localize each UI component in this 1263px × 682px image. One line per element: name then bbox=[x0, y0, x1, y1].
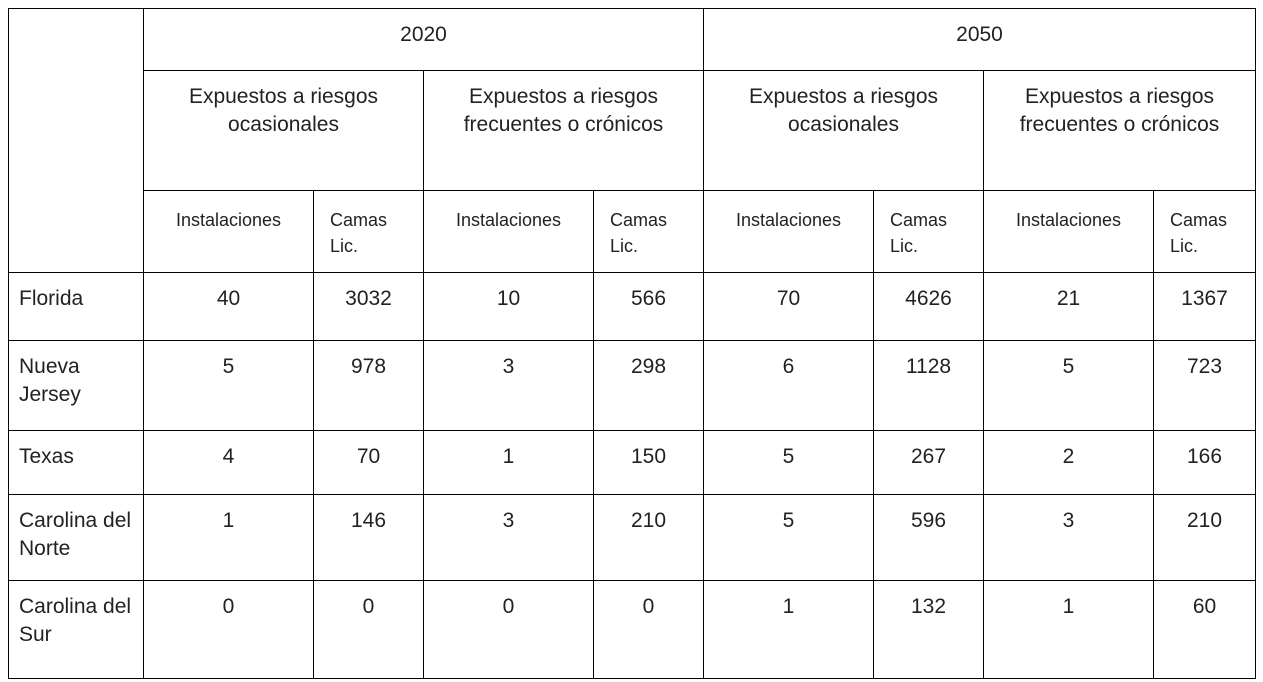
value-cell: 0 bbox=[593, 580, 704, 679]
sub-header: Camas Lic. bbox=[1153, 190, 1256, 273]
value-cell: 1128 bbox=[873, 340, 984, 431]
value-cell: 132 bbox=[873, 580, 984, 679]
state-cell: Nueva Jersey bbox=[8, 340, 144, 431]
value-cell: 298 bbox=[593, 340, 704, 431]
sub-header: Instalaciones bbox=[143, 190, 314, 273]
value-cell: 21 bbox=[983, 272, 1154, 341]
value-cell: 4626 bbox=[873, 272, 984, 341]
value-cell: 5 bbox=[703, 430, 874, 495]
value-cell: 1 bbox=[703, 580, 874, 679]
table-row: Florida 40 3032 10 566 70 4626 21 1367 bbox=[8, 272, 1256, 341]
group-header: Expuestos a riesgos ocasionales bbox=[703, 70, 984, 191]
value-cell: 146 bbox=[313, 494, 424, 581]
state-cell: Texas bbox=[8, 430, 144, 495]
value-cell: 267 bbox=[873, 430, 984, 495]
value-cell: 0 bbox=[423, 580, 594, 679]
state-cell: Carolina del Norte bbox=[8, 494, 144, 581]
sub-header: Camas Lic. bbox=[593, 190, 704, 273]
value-cell: 1 bbox=[423, 430, 594, 495]
value-cell: 0 bbox=[313, 580, 424, 679]
table-row: Nueva Jersey 5 978 3 298 6 1128 5 723 bbox=[8, 340, 1256, 431]
value-cell: 5 bbox=[143, 340, 314, 431]
group-header: Expuestos a riesgos frecuentes o crónico… bbox=[983, 70, 1256, 191]
sub-header: Camas Lic. bbox=[873, 190, 984, 273]
value-cell: 1367 bbox=[1153, 272, 1256, 341]
value-cell: 10 bbox=[423, 272, 594, 341]
value-cell: 596 bbox=[873, 494, 984, 581]
table-row: Texas 4 70 1 150 5 267 2 166 bbox=[8, 430, 1256, 495]
value-cell: 40 bbox=[143, 272, 314, 341]
value-cell: 3 bbox=[983, 494, 1154, 581]
value-cell: 1 bbox=[143, 494, 314, 581]
table-row: Expuestos a riesgos ocasionales Expuestos… bbox=[9, 70, 1256, 191]
table-row: Carolina del Sur 0 0 0 0 1 132 1 60 bbox=[8, 580, 1256, 679]
value-cell: 978 bbox=[313, 340, 424, 431]
data-table: 2020 2050 Expuestos a riesgos ocasionales E… bbox=[8, 8, 1256, 679]
value-cell: 5 bbox=[983, 340, 1154, 431]
table-row: Carolina del Norte 1 146 3 210 5 596 3 210 bbox=[8, 494, 1256, 581]
value-cell: 1 bbox=[983, 580, 1154, 679]
value-cell: 723 bbox=[1153, 340, 1256, 431]
value-cell: 5 bbox=[703, 494, 874, 581]
value-cell: 566 bbox=[593, 272, 704, 341]
value-cell: 150 bbox=[593, 430, 704, 495]
value-cell: 3 bbox=[423, 494, 594, 581]
sub-header: Instalaciones bbox=[423, 190, 594, 273]
value-cell: 6 bbox=[703, 340, 874, 431]
table-row: 2020 2050 bbox=[8, 8, 1256, 273]
value-cell: 3 bbox=[423, 340, 594, 431]
state-cell: Florida bbox=[8, 272, 144, 341]
corner-cell bbox=[8, 8, 144, 273]
value-cell: 4 bbox=[143, 430, 314, 495]
value-cell: 70 bbox=[703, 272, 874, 341]
value-cell: 210 bbox=[1153, 494, 1256, 581]
value-cell: 210 bbox=[593, 494, 704, 581]
value-cell: 70 bbox=[313, 430, 424, 495]
sub-header: Instalaciones bbox=[703, 190, 874, 273]
sub-header: Instalaciones bbox=[983, 190, 1154, 273]
year-header: 2050 bbox=[703, 8, 1256, 71]
value-cell: 60 bbox=[1153, 580, 1256, 679]
year-header: 2020 bbox=[143, 8, 704, 71]
sub-header: Camas Lic. bbox=[313, 190, 424, 273]
group-header: Expuestos a riesgos frecuentes o crónico… bbox=[423, 70, 704, 191]
table-row: Instalaciones Camas Lic. Instalaciones Cama… bbox=[9, 190, 1256, 273]
state-cell: Carolina del Sur bbox=[8, 580, 144, 679]
value-cell: 2 bbox=[983, 430, 1154, 495]
group-header: Expuestos a riesgos ocasionales bbox=[143, 70, 424, 191]
value-cell: 166 bbox=[1153, 430, 1256, 495]
value-cell: 0 bbox=[143, 580, 314, 679]
value-cell: 3032 bbox=[313, 272, 424, 341]
